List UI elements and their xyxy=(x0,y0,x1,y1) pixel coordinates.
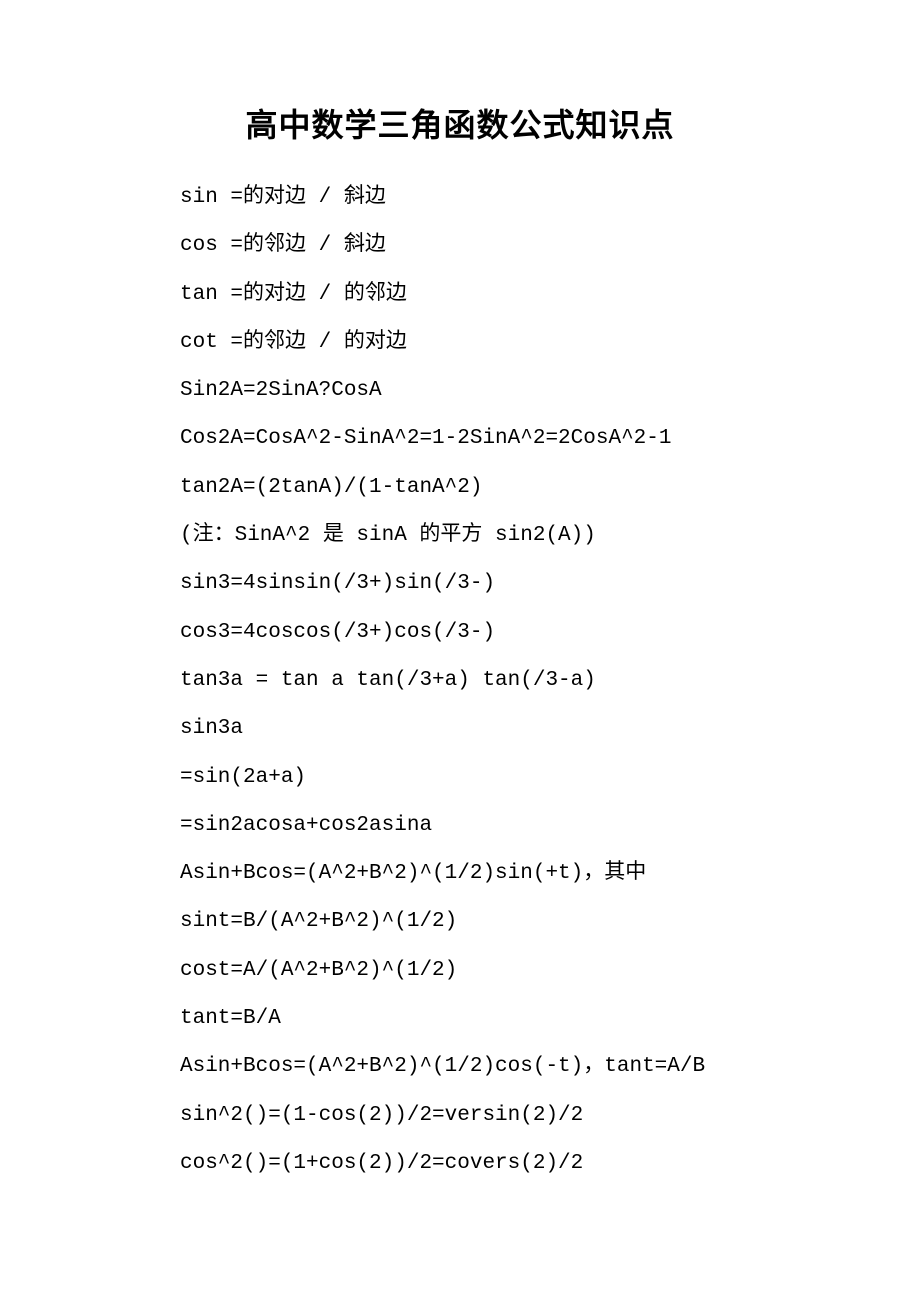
formula-line: sin =的对边 / 斜边 xyxy=(180,174,740,222)
formula-line: Asin+Bcos=(A^2+B^2)^(1/2)sin(+t)，其中 xyxy=(180,850,740,898)
formula-line: =sin(2a+a) xyxy=(180,754,740,802)
formula-line: tan2A=(2tanA)/(1-tanA^2) xyxy=(180,464,740,512)
formula-line: Cos2A=CosA^2-SinA^2=1-2SinA^2=2CosA^2-1 xyxy=(180,415,740,463)
formula-line: sin3a xyxy=(180,705,740,753)
formula-line: sint=B/(A^2+B^2)^(1/2) xyxy=(180,898,740,946)
formula-line: (注：SinA^2 是 sinA 的平方 sin2(A)) xyxy=(180,512,740,560)
formula-line: cot =的邻边 / 的对边 xyxy=(180,319,740,367)
formula-line: cost=A/(A^2+B^2)^(1/2) xyxy=(180,947,740,995)
formula-line: tan3a = tan a tan(/3+a) tan(/3-a) xyxy=(180,657,740,705)
formula-line: tant=B/A xyxy=(180,995,740,1043)
formula-line: Asin+Bcos=(A^2+B^2)^(1/2)cos(-t)，tant=A/… xyxy=(180,1043,740,1091)
formula-line: Sin2A=2SinA?CosA xyxy=(180,367,740,415)
formula-line: sin^2()=(1-cos(2))/2=versin(2)/2 xyxy=(180,1092,740,1140)
formula-line: cos3=4coscos(/3+)cos(/3-) xyxy=(180,609,740,657)
formula-line: sin3=4sinsin(/3+)sin(/3-) xyxy=(180,560,740,608)
document-page: 高中数学三角函数公式知识点 sin =的对边 / 斜边 cos =的邻边 / 斜… xyxy=(0,0,920,1302)
formula-line: cos =的邻边 / 斜边 xyxy=(180,222,740,270)
formula-line: =sin2acosa+cos2asina xyxy=(180,802,740,850)
page-title: 高中数学三角函数公式知识点 xyxy=(180,100,740,146)
formula-line: tan =的对边 / 的邻边 xyxy=(180,271,740,319)
formula-line: cos^2()=(1+cos(2))/2=covers(2)/2 xyxy=(180,1140,740,1188)
